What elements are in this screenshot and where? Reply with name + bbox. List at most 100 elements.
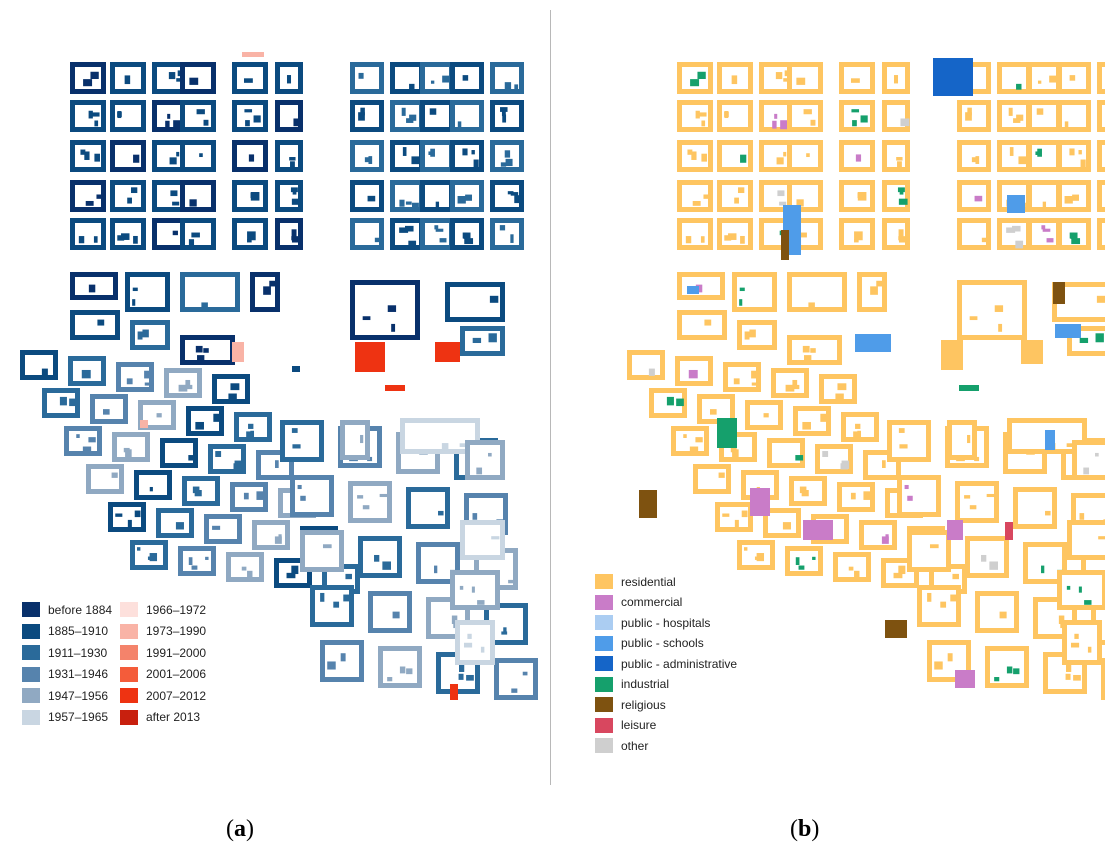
building-block (857, 272, 887, 312)
building-block (204, 514, 242, 544)
building-block (771, 368, 809, 398)
special-use-building (955, 670, 975, 688)
legend-item: public - hospitals (595, 615, 710, 630)
building-block (839, 62, 875, 94)
recent-building (232, 342, 244, 362)
building-block (64, 426, 102, 456)
building-block (787, 335, 842, 365)
legend-label: 2007–2012 (146, 688, 207, 703)
building-block (833, 552, 871, 582)
building-block (110, 100, 146, 132)
building-block (232, 218, 268, 250)
special-use-building (750, 488, 770, 516)
legend-swatch (22, 645, 40, 660)
legend-label: 1947–1956 (48, 688, 109, 703)
building-block (1057, 140, 1091, 172)
building-block (839, 218, 875, 250)
building-block (917, 585, 961, 627)
building-block (1027, 140, 1061, 172)
building-block (490, 100, 524, 132)
building-block (450, 570, 500, 610)
building-block (275, 218, 303, 250)
building-block (110, 140, 146, 172)
building-block (815, 444, 853, 474)
building-block (340, 420, 370, 460)
legend-label: 1973–1990 (146, 624, 207, 638)
building-block (677, 100, 713, 132)
building-block (230, 482, 268, 512)
legend-swatch (595, 738, 613, 753)
building-block (947, 420, 977, 460)
building-block (130, 540, 168, 570)
building-block (839, 140, 875, 172)
building-block (490, 218, 524, 250)
building-block (1067, 520, 1105, 560)
legend-item: 1966–1972 (120, 602, 206, 617)
building-block (789, 476, 827, 506)
building-block (180, 180, 216, 212)
building-block (1057, 570, 1105, 610)
building-block (677, 180, 713, 212)
building-block (717, 218, 753, 250)
building-block (275, 180, 303, 212)
building-block (785, 546, 823, 576)
panel-divider (550, 10, 551, 785)
special-use-building (885, 620, 907, 638)
building-block (70, 310, 120, 340)
building-block (787, 272, 847, 312)
legend-label: religious (621, 697, 666, 712)
building-block (42, 388, 80, 418)
recent-building (292, 366, 300, 372)
special-use-building (855, 334, 891, 352)
legend-label: 1911–1930 (48, 645, 108, 660)
legend-item: residential (595, 574, 676, 589)
special-use-building (1005, 522, 1013, 540)
building-block (1057, 218, 1091, 250)
legend-item: 2007–2012 (120, 688, 206, 703)
building-block (1057, 100, 1091, 132)
special-use-building (639, 490, 657, 518)
building-block (490, 62, 524, 94)
building-block (232, 62, 268, 94)
building-block (110, 62, 146, 94)
legend-label: commercial (621, 595, 683, 609)
building-block (887, 420, 931, 462)
building-block (715, 502, 753, 532)
building-block (490, 180, 524, 212)
building-block (416, 542, 460, 584)
building-block (859, 520, 897, 550)
map-panel-a: before 1884 1885–1910 1911–1930 1931–1946 19… (0, 0, 550, 800)
building-block (350, 140, 384, 172)
special-use-building (717, 418, 737, 448)
legend-swatch (22, 688, 40, 703)
building-block (180, 140, 216, 172)
legend-swatch (120, 602, 138, 617)
building-block (841, 412, 879, 442)
special-use-building (947, 520, 963, 540)
legend-item: commercial (595, 594, 683, 610)
building-block (390, 100, 424, 132)
building-block (1101, 658, 1105, 700)
building-block (232, 100, 268, 132)
building-block (839, 180, 875, 212)
building-block (450, 218, 484, 250)
building-block (732, 272, 777, 312)
building-block (677, 62, 713, 94)
building-block (1062, 620, 1102, 665)
building-block (494, 658, 538, 700)
building-block (112, 432, 150, 462)
building-block (390, 62, 424, 94)
legend-swatch (120, 645, 138, 660)
building-block (767, 438, 805, 468)
building-block (627, 350, 665, 380)
legend-item: before 1884 (22, 602, 112, 617)
building-block (882, 180, 910, 212)
building-block (1072, 440, 1105, 480)
recent-building (242, 52, 264, 57)
special-use-building (933, 58, 973, 96)
legend-swatch (22, 666, 40, 682)
building-block (180, 100, 216, 132)
building-block (350, 218, 384, 250)
building-block (290, 475, 334, 517)
special-use-building (1045, 430, 1055, 450)
